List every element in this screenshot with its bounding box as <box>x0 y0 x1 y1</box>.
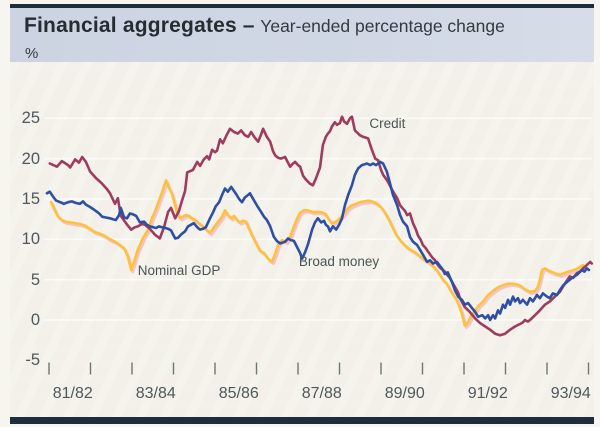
x-tick-label-89-90: 89/90 <box>384 385 425 402</box>
series-line-fringe-nominal-gdp <box>51 181 587 329</box>
series-line-credit <box>48 115 594 337</box>
bottom-rule <box>10 417 594 424</box>
series-label-broad-money: Broad money <box>298 253 380 269</box>
x-tick-label-87-88: 87/88 <box>301 385 342 402</box>
y-tick-label-0: 0 <box>30 311 40 329</box>
x-tick-label-81-82: 81/82 <box>52 385 93 402</box>
y-tick-label-25: 25 <box>21 109 40 128</box>
chart-title: Financial aggregates – Year-ended percen… <box>24 14 505 38</box>
y-axis-unit-label: % <box>25 44 39 62</box>
y-tick-label-15: 15 <box>21 189 40 208</box>
y-tick-label--5: -5 <box>25 351 40 370</box>
y-tick-label-5: 5 <box>30 270 40 289</box>
y-tick-label-10: 10 <box>21 230 40 249</box>
series-line-nominal-gdp <box>49 179 585 327</box>
chart-title-main: Financial aggregates <box>24 13 237 37</box>
series-label-credit: Credit <box>369 115 406 131</box>
x-tick-label-91-92: 91/92 <box>467 385 508 402</box>
series-line-broad-money <box>45 160 591 322</box>
top-rule <box>10 4 594 8</box>
title-dash: – <box>236 13 261 37</box>
x-tick-label-93-94: 93/94 <box>550 385 591 402</box>
x-axis-ticks <box>48 362 590 375</box>
gridlines <box>44 117 592 321</box>
x-tick-label-83-84: 83/84 <box>135 385 176 402</box>
header-band: Financial aggregates – Year-ended percen… <box>10 7 594 62</box>
y-tick-label-20: 20 <box>21 149 40 168</box>
chart-subtitle: Year-ended percentage change <box>260 15 505 36</box>
x-tick-label-85-86: 85/86 <box>218 385 259 402</box>
series-label-nominal-gdp: Nominal GDP <box>137 262 221 278</box>
